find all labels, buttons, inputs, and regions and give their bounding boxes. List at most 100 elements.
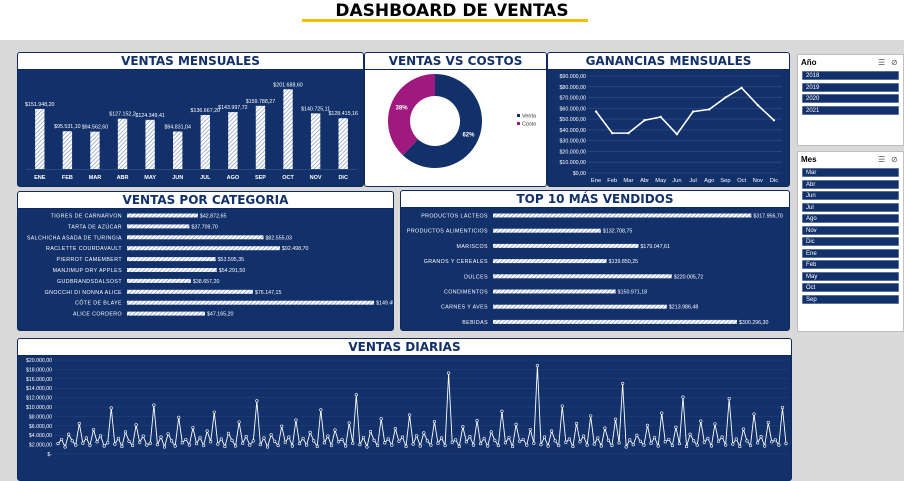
multiselect-icon[interactable]: ☰ [878,58,886,67]
slicer-item[interactable]: 2019 [802,82,899,92]
data-point [340,437,344,442]
slicer-item[interactable]: 2018 [802,71,899,80]
ventas-mensuales-panel: VENTAS MENSUALES $151.948,20 ENE $95.531,1… [17,52,364,187]
slice-label: 38% [396,106,409,112]
data-point [84,436,89,440]
bar [493,228,601,233]
data-label: $76.147,15 [255,290,282,296]
year-slicer-title: Año [801,58,817,67]
category-label: GNOCCHI DI NONNA ALICE [45,290,122,296]
data-point [198,435,202,440]
clear-filter-icon[interactable]: ⊘ [891,58,898,67]
data-point [56,442,60,446]
ganancias-mensuales-title: GANANCIAS MENSUALES [548,53,789,70]
data-point [539,442,543,447]
data-point [489,430,493,434]
donut-slice-costo [388,74,435,156]
category-label: DULCES [464,274,488,280]
category-label: TARTA DE AZÚCAR [68,223,122,230]
bar [283,89,293,169]
data-point [216,442,220,446]
slicer-item[interactable]: Sep [802,294,899,304]
data-point [99,434,103,438]
data-point [752,412,756,416]
slicer-item[interactable]: Jun [802,191,899,200]
data-point [567,437,571,441]
data-point [432,419,437,424]
slicer-item[interactable]: Abr [802,179,899,189]
data-point [510,444,515,449]
slicer-item[interactable]: Dic [802,237,899,246]
data-point [187,443,191,447]
data-label: $94.562,60 [82,125,109,131]
slicer-item[interactable]: Feb [802,260,899,269]
data-point [578,440,582,444]
data-point [280,424,284,428]
x-tick-label: AGO [227,175,240,181]
data-point [500,409,504,413]
x-tick-label: Ene [591,178,601,184]
slicer-item[interactable]: 2020 [802,94,899,103]
data-point [621,381,625,386]
x-tick-label: Jun [672,178,681,184]
data-point [745,439,749,443]
data-point [109,406,113,410]
data-point [244,435,248,439]
data-point [628,438,632,442]
slicer-item[interactable]: 2021 [802,105,899,115]
slicer-item[interactable]: Ene [802,248,899,258]
data-point [95,440,99,444]
page-title-bar: DASHBOARD DE VENTAS [0,0,904,40]
legend-label: Costo [522,122,536,128]
ventas-por-categoria-panel: VENTAS POR CATEGORIA TIGRES DE CARNARVON… [17,191,394,331]
slice-label: 62% [462,132,475,138]
category-label: RACLETTE COURDAVAULT [46,246,122,252]
data-point [564,440,568,444]
slicer-item[interactable]: Jul [802,202,899,212]
bar [127,257,216,262]
data-point [74,443,78,447]
data-label: $151.948,20 [25,102,55,108]
data-label: $143.997,72 [218,105,248,111]
slicer-item[interactable]: May [802,271,899,281]
data-point [113,442,117,446]
data-point [663,440,667,444]
bar [127,300,375,305]
y-tick-label: $2.000,00 [29,443,52,449]
month-slicer[interactable]: Mes ☰ ⊘ Mar Abr Jun Jul Ago Nov Dic Ene Feb May Oc… [797,151,904,332]
category-label: ALICE CORDERO [73,312,122,318]
y-tick-label: $4.000,00 [29,433,52,439]
slicer-item[interactable]: Mar [802,168,899,177]
slicer-item[interactable]: Nov [802,225,899,235]
data-point [734,437,738,441]
slicer-item[interactable]: Oct [802,283,899,292]
data-point [123,430,128,434]
data-point [514,422,518,426]
data-point [670,443,674,448]
data-point [450,440,454,444]
ganancias-mensuales-panel: GANANCIAS MENSUALES $0,00 $10.000,00 $20.0… [547,52,790,187]
data-point [624,445,628,449]
data-point [528,427,532,432]
multiselect-icon[interactable]: ☰ [878,155,886,164]
slicer-item[interactable]: Ago [802,214,899,223]
data-point [294,418,298,422]
legend-swatch [517,114,520,117]
data-point [571,444,575,449]
data-point [599,444,603,448]
data-point [709,444,714,448]
data-point [383,441,387,445]
year-slicer[interactable]: Año ☰ ⊘ 2018 2019 2020 2021 [797,54,904,146]
data-point [127,439,131,443]
data-point [379,417,383,421]
data-label: $92.498,70 [282,246,309,252]
data-point [560,404,564,408]
clear-filter-icon[interactable]: ⊘ [891,155,898,164]
data-point [731,442,735,446]
data-point [333,428,337,432]
data-point [287,435,291,439]
data-point [429,443,433,447]
data-point [162,445,167,449]
data-point [766,420,770,425]
data-point [674,425,678,429]
